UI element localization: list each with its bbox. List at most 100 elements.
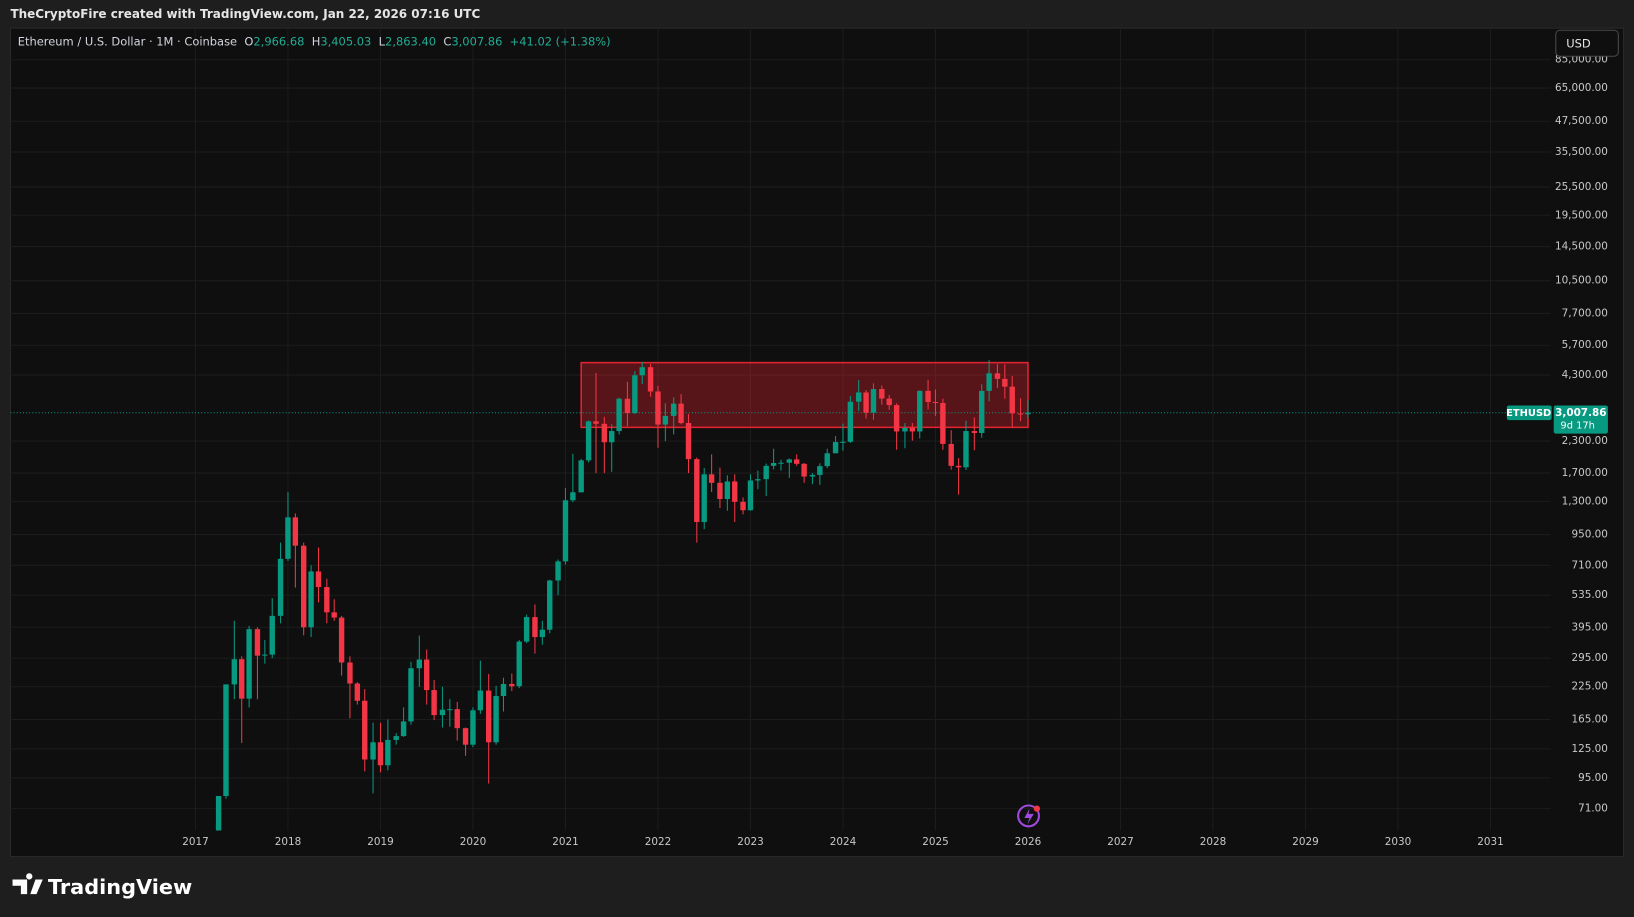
- candle-body: [925, 390, 931, 403]
- candle-body: [893, 405, 900, 432]
- currency-button[interactable]: USD: [1555, 29, 1619, 57]
- button-label[interactable]: USD: [1566, 36, 1591, 50]
- candle-body: [932, 402, 939, 404]
- candle-body: [269, 615, 275, 655]
- candle-body: [632, 375, 638, 414]
- candle-body: [277, 558, 284, 616]
- ohlc-key: H: [312, 34, 321, 48]
- candle-body: [948, 443, 954, 466]
- candle-body: [763, 465, 769, 480]
- x-tick-label: 2027: [1107, 836, 1133, 848]
- x-tick-label: 2029: [1292, 836, 1318, 848]
- candle-body: [370, 742, 376, 760]
- chart-header: Ethereum / U.S. Dollar · 1M · Coinbase O 2…: [18, 34, 611, 48]
- x-tick-label: 2023: [737, 836, 763, 848]
- symbol: Ethereum / U.S. Dollar · 1M · Coinbase: [18, 34, 237, 48]
- candle-body: [377, 742, 384, 766]
- candle-body: [485, 690, 492, 743]
- candle-body: [879, 389, 885, 399]
- candle-body: [462, 728, 469, 745]
- candle-body: [1017, 413, 1024, 415]
- candle-body: [994, 373, 1001, 379]
- y-tick-label: 1,700.00: [1562, 467, 1608, 479]
- candle-body: [786, 459, 793, 463]
- ohlc-key: C: [443, 34, 451, 48]
- replay-icon[interactable]: [1017, 804, 1040, 828]
- candle-body: [755, 479, 761, 481]
- candle-body: [308, 571, 314, 628]
- candle-body: [770, 462, 777, 466]
- y-tick-label: 7,700.00: [1562, 307, 1608, 319]
- x-tick-label: 2018: [275, 836, 301, 848]
- candle-body: [655, 391, 661, 425]
- candle-body: [732, 481, 738, 502]
- candle-body: [678, 403, 684, 424]
- candle-body: [917, 390, 923, 432]
- candle-body: [809, 474, 816, 477]
- symbol-label: ETHUSD: [1506, 408, 1551, 419]
- candle-body: [817, 466, 823, 475]
- ohlc-key: O: [244, 34, 253, 48]
- logo-text: TradingView: [48, 875, 192, 899]
- candle-body: [416, 659, 423, 669]
- x-tick-label: 2025: [922, 836, 948, 848]
- x-tick-label: 2024: [830, 836, 857, 848]
- ohlc-value: 2,863.40: [385, 34, 436, 48]
- x-tick-label: 2019: [367, 836, 393, 848]
- candle-body: [532, 617, 538, 638]
- candle-body: [740, 501, 746, 511]
- y-tick-label: 85,000.00: [1555, 54, 1608, 66]
- y-tick-label: 5,700.00: [1562, 339, 1608, 351]
- candle-body: [1002, 378, 1008, 387]
- ohlc-value: 3,405.03: [320, 34, 371, 48]
- candle-body: [662, 415, 669, 425]
- candle-body: [338, 617, 345, 663]
- footer-logo: TradingView: [12, 873, 192, 899]
- y-tick-label: 950.00: [1571, 529, 1607, 541]
- x-tick-label: 2026: [1015, 836, 1041, 848]
- candle-body: [639, 367, 645, 376]
- candle-body: [393, 736, 399, 740]
- candle-body: [555, 561, 561, 581]
- top-bar-text: TheCryptoFire created with TradingView.c…: [10, 7, 480, 21]
- candle-body: [509, 683, 515, 687]
- candle-body: [685, 423, 692, 460]
- candle-body: [578, 460, 584, 493]
- ohlc-value: 3,007.86: [451, 34, 502, 48]
- chart-frame: [9, 27, 1625, 858]
- price-label: 3,007.86: [1555, 407, 1606, 419]
- candle-body: [516, 641, 522, 687]
- candle-body: [1009, 386, 1015, 414]
- candle-body: [493, 696, 499, 743]
- x-tick-label: 2031: [1477, 836, 1503, 848]
- candle-body: [231, 659, 238, 685]
- candle-body: [424, 659, 430, 691]
- candle-body: [400, 721, 407, 737]
- candle-body: [300, 545, 307, 628]
- candle-body: [840, 441, 846, 443]
- candle-body: [570, 492, 576, 501]
- candle-body: [863, 392, 869, 413]
- y-tick-label: 165.00: [1571, 713, 1607, 725]
- x-tick-label: 2022: [645, 836, 671, 848]
- y-tick-label: 395.00: [1571, 621, 1607, 633]
- x-tick-label: 2017: [182, 836, 208, 848]
- candle-body: [778, 462, 784, 464]
- candle-body: [694, 459, 700, 522]
- candle-body: [847, 401, 854, 442]
- y-tick-label: 25,500.00: [1555, 181, 1608, 193]
- candle-body: [470, 710, 476, 745]
- candle-body: [523, 617, 530, 642]
- candle-body: [262, 654, 268, 656]
- icon-ring[interactable]: [1017, 804, 1040, 828]
- candle-body: [832, 442, 839, 454]
- candle-body: [794, 459, 800, 464]
- candle-body: [601, 423, 608, 443]
- y-tick-label: 1,300.00: [1562, 495, 1608, 507]
- candle-body: [285, 517, 291, 559]
- candle-body: [979, 390, 985, 433]
- y-tick-label: 95.00: [1578, 772, 1608, 784]
- candle-body: [593, 421, 599, 424]
- candle-body: [609, 431, 615, 443]
